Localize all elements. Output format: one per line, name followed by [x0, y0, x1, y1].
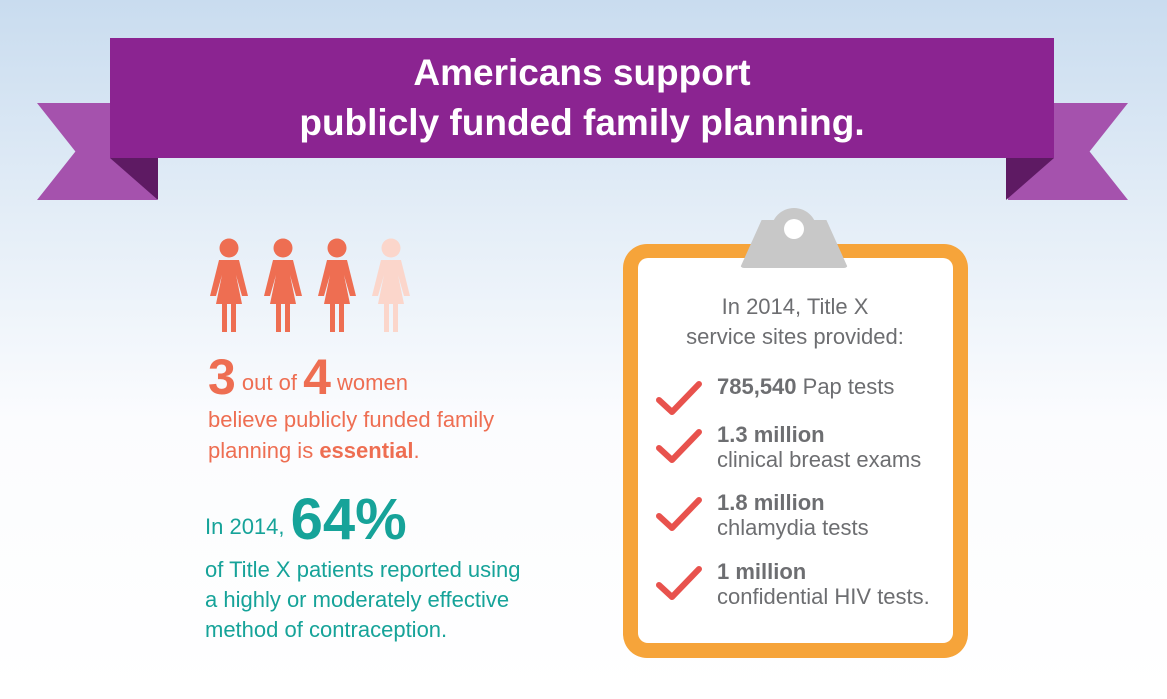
women-stat-text-a: out of: [235, 370, 304, 395]
women-stat-line3-suffix: .: [413, 438, 420, 463]
service-item-label: chlamydia tests: [717, 515, 869, 540]
clipboard-heading-line2: service sites provided:: [686, 324, 904, 349]
service-item-number: 785,540: [717, 374, 797, 399]
clipboard-heading-line1: In 2014, Title X: [721, 294, 869, 319]
woman-icon: [372, 238, 410, 332]
contraception-stat: In 2014, 64% of Title X patients reporte…: [205, 491, 605, 645]
banner-title-line2: publicly funded family planning.: [299, 102, 865, 143]
women-stat: 3 out of 4 women believe publicly funded…: [208, 352, 588, 466]
women-stat-text-b: women: [330, 370, 408, 395]
women-stat-emphasis: essential: [319, 438, 414, 463]
service-item-text: 1.3 million clinical breast exams: [717, 422, 921, 472]
women-stat-line3-prefix: planning is: [208, 438, 320, 463]
service-item-label: Pap tests: [796, 374, 895, 399]
clipboard-heading: In 2014, Title X service sites provided:: [660, 292, 930, 352]
contraception-stat-prefix: In 2014,: [205, 514, 291, 539]
women-stat-line2: believe publicly funded family: [208, 407, 495, 432]
contraception-stat-headline: In 2014, 64%: [205, 491, 605, 555]
contraception-stat-percent: 64%: [290, 487, 407, 552]
service-item-number: 1 million: [717, 559, 807, 584]
check-icon: [656, 497, 702, 531]
service-item-text: 1 million confidential HIV tests.: [717, 559, 930, 609]
woman-icon: [210, 238, 248, 332]
contraception-stat-line4: method of contraception.: [205, 617, 448, 642]
service-item-text: 1.8 million chlamydia tests: [717, 490, 869, 540]
title-banner: Americans support publicly funded family…: [110, 38, 1054, 158]
check-icon: [656, 429, 702, 463]
check-icon: [656, 566, 702, 600]
service-item-number: 1.3 million: [717, 422, 825, 447]
women-stat-line3: planning is essential.: [208, 435, 588, 466]
women-stat-number-b: 4: [303, 349, 331, 405]
women-stat-number-a: 3: [208, 349, 236, 405]
service-item-number: 1.8 million: [717, 490, 825, 515]
service-item-label: confidential HIV tests.: [717, 584, 930, 609]
service-item-label: clinical breast exams: [717, 447, 922, 472]
women-figures: [204, 238, 416, 334]
service-item-text: 785,540 Pap tests: [717, 374, 894, 399]
banner-title-line1: Americans support: [413, 52, 751, 93]
women-stat-headline: 3 out of 4 women: [208, 352, 588, 404]
woman-icon: [264, 238, 302, 332]
clip-hole: [784, 219, 804, 239]
woman-icon: [318, 238, 356, 332]
contraception-stat-line3: a highly or moderately effective: [205, 587, 510, 612]
contraception-stat-line2: of Title X patients reported using: [205, 557, 521, 582]
check-icon: [656, 381, 702, 415]
